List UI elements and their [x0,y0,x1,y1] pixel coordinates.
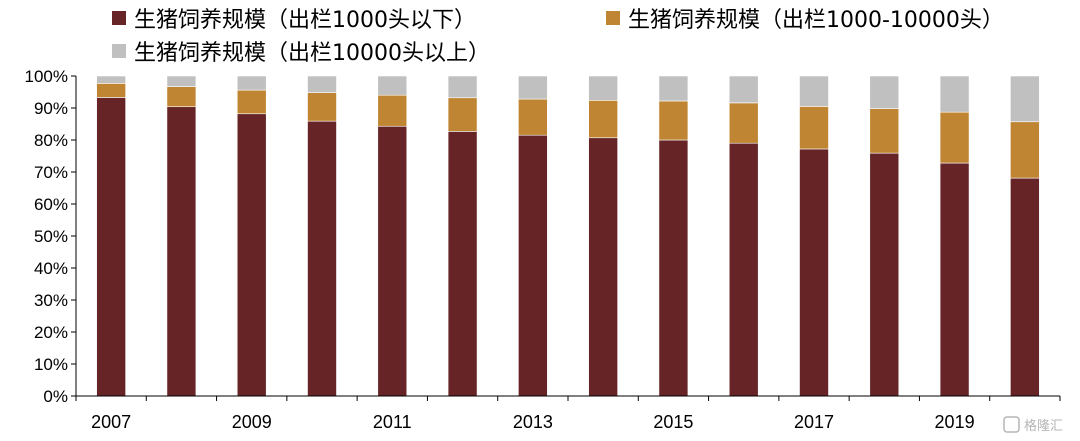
x-tick-label: 2013 [513,412,553,432]
y-tick-label: 30% [34,291,68,310]
bar-segment-series-3 [518,75,548,100]
bar-segment-series-3 [447,75,478,99]
legend-label: 生猪饲养规模（出栏1000头以下） [134,8,476,33]
bar-segment-series-3 [658,75,689,102]
watermark: 格隆汇 [1003,416,1063,434]
bar-segment-series-1 [166,106,197,397]
legend-swatch [112,11,126,25]
y-tick-label: 60% [34,195,68,214]
bar-group-2011 [377,75,408,397]
bar-segment-series-1 [307,120,337,397]
bar-group-2019 [939,75,970,397]
bar-segment-series-3 [799,75,829,107]
bar-segment-series-1 [869,152,900,397]
bar-segment-series-2 [588,100,618,139]
bar-group-2015 [658,75,689,397]
bar-segment-series-2 [1010,121,1040,179]
bar-segment-series-1 [939,162,970,397]
bar-segment-series-2 [869,108,900,154]
bar-segment-series-1 [799,148,829,397]
bar-group-2017 [799,75,829,397]
bar-segment-series-3 [869,75,900,109]
x-tick-label: 2009 [232,412,272,432]
bar-group-2013 [518,75,548,397]
x-tick-label: 2011 [373,412,412,432]
bar-group-2008 [166,75,197,397]
bar-group-2020 [1010,75,1040,397]
bar-group-2012 [447,75,478,397]
bar-segment-series-2 [799,106,829,150]
bar-segment-series-1 [447,131,478,397]
x-tick-label: 2015 [653,412,693,432]
watermark-logo-icon [1003,416,1020,433]
bar-segment-series-3 [307,75,337,93]
bar-segment-series-1 [236,113,267,397]
bar-segment-series-2 [377,94,408,127]
bar-segment-series-2 [658,100,689,141]
x-tick-label: 2019 [935,412,975,432]
bar-segment-series-2 [96,83,126,98]
bar-segment-series-3 [939,75,970,113]
bar-segment-series-1 [588,137,618,397]
legend: 生猪饲养规模（出栏1000头以下） 生猪饲养规模（出栏1000-10000头） 生猪… [112,8,1004,66]
bar-group-2007 [96,75,126,397]
bar-group-2014 [588,75,618,397]
bar-segment-series-2 [236,89,267,115]
legend-swatch [112,44,126,58]
bar-segment-series-3 [96,75,126,84]
bar-segment-series-2 [728,102,759,144]
bar-segment-series-1 [96,97,126,397]
bar-segment-series-3 [236,75,267,91]
bar-group-2016 [728,75,759,397]
y-tick-label: 50% [34,227,68,246]
x-tick-label: 2007 [91,412,131,432]
y-tick-label: 10% [34,355,68,374]
watermark-text: 格隆汇 [1024,418,1063,434]
bar-segment-series-2 [166,86,197,108]
bar-segment-series-2 [307,92,337,122]
bar-segment-series-1 [377,125,408,397]
bar-segment-series-3 [588,75,618,101]
bars [96,75,1040,397]
legend-item-2: 生猪饲养规模（出栏1000-10000头） [606,8,1004,33]
y-tick-label: 70% [34,163,68,182]
x-axis: 2007 2009 2011 2013 2015 2017 2019 [75,395,1061,432]
bar-segment-series-3 [166,75,197,87]
legend-swatch [606,11,620,25]
bar-segment-series-2 [518,98,548,136]
legend-label: 生猪饲养规模（出栏10000头以上） [134,41,490,66]
y-tick-label: 100% [25,67,68,86]
legend-label: 生猪饲养规模（出栏1000-10000头） [628,8,1004,33]
bar-segment-series-1 [518,134,548,397]
y-tick-label: 40% [34,259,68,278]
bar-segment-series-2 [939,111,970,164]
y-tick-label: 0% [43,387,68,406]
bar-group-2009 [236,75,267,397]
bar-segment-series-3 [728,75,759,104]
bar-segment-series-1 [728,142,759,397]
y-tick-label: 80% [34,131,68,150]
y-tick-label: 20% [34,323,68,342]
bar-group-2010 [307,75,337,397]
y-tick-label: 90% [34,99,68,118]
bar-segment-series-3 [377,75,408,96]
x-tick-label: 2017 [794,412,834,432]
bar-segment-series-1 [1010,177,1040,397]
bar-segment-series-2 [447,97,478,132]
bar-segment-series-3 [1010,75,1040,123]
bar-segment-series-1 [658,139,689,397]
bar-group-2018 [869,75,900,397]
y-axis: 0% 10% 20% 30% 40% 50% 60% 70% 80% 90% 100% [25,67,77,406]
legend-item-1: 生猪饲养规模（出栏1000头以下） [112,8,476,33]
legend-item-3: 生猪饲养规模（出栏10000头以上） [112,41,490,66]
